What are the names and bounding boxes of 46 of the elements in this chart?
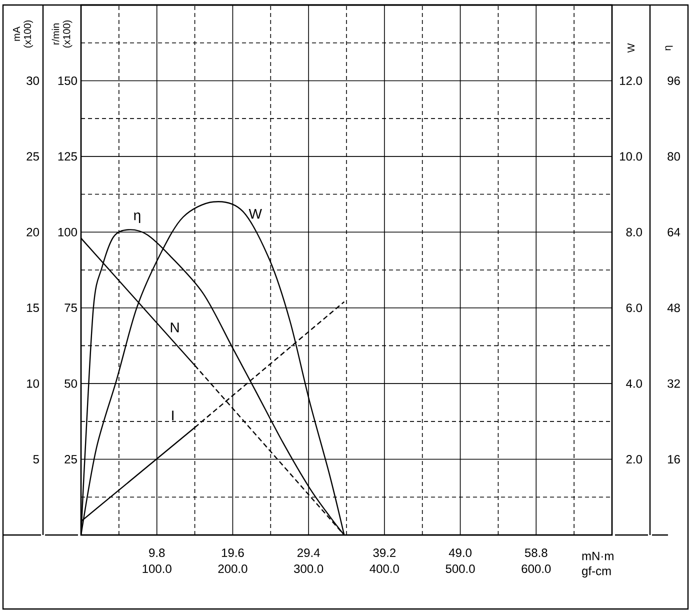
series-label: I [172, 410, 174, 420]
x-tick-label: 39.2 [373, 548, 396, 558]
x2-tick-label: 200.0 [218, 564, 248, 574]
x-tick-label: 49.0 [448, 548, 472, 558]
x-tick-label: 29.4 [297, 548, 320, 558]
y3-tick-label: 10.0 [620, 152, 642, 161]
y-tick-label: 32 [668, 379, 680, 388]
x-tick-label: 19.6 [222, 548, 244, 558]
y-tick-label: 48 [667, 304, 680, 312]
y2-tick-label: 25 [26, 152, 39, 161]
y2-tick-label: 20 [26, 228, 40, 236]
y-tick-label: 64 [668, 228, 680, 236]
y3-tick-label: 6.0 [626, 304, 642, 312]
x2-tick-label: 100.0 [142, 564, 172, 574]
x2-tick-label: 500.0 [446, 564, 475, 574]
y3-tick-label: 2.0 [626, 455, 642, 464]
y3-tick-label: 4.0 [626, 379, 642, 388]
x-axis-title: mN·m [582, 552, 614, 560]
series-label: W [248, 209, 262, 219]
y2-tick-label: 5 [33, 455, 39, 464]
x-tick-label: 9.8 [149, 548, 165, 558]
x2-tick-label: 600.0 [522, 564, 551, 574]
y2-axis-title: mA (x100) [13, 20, 33, 48]
series-label: η [134, 212, 140, 223]
y-tick-label: 125 [58, 152, 77, 161]
y3-tick-label: 8.0 [626, 228, 642, 236]
x2-tick-label: 300.0 [294, 564, 324, 574]
y-tick-label: 96 [668, 76, 680, 85]
y3-axis-title: W [628, 43, 634, 53]
y-tick-label: 75 [64, 304, 77, 312]
y-tick-label: 100 [58, 228, 78, 236]
y-tick-label: 16 [668, 455, 680, 464]
y-axis-title: r/min (x100) [52, 20, 72, 48]
x-tick-label: 58.8 [524, 548, 548, 558]
y2-tick-label: 15 [27, 304, 39, 312]
series-label: N [170, 322, 179, 332]
y-axis-title: η [665, 46, 673, 50]
x2-tick-label: 400.0 [370, 564, 399, 574]
x2-axis-title: gf-cm [582, 566, 611, 578]
y-tick-label: 80 [668, 152, 680, 161]
y2-tick-label: 30 [26, 76, 40, 85]
y3-tick-label: 12.0 [620, 76, 642, 85]
y-tick-label: 50 [64, 379, 78, 388]
y-tick-label: 150 [58, 76, 78, 85]
y-tick-label: 25 [64, 455, 77, 464]
y2-tick-label: 10 [27, 379, 40, 388]
